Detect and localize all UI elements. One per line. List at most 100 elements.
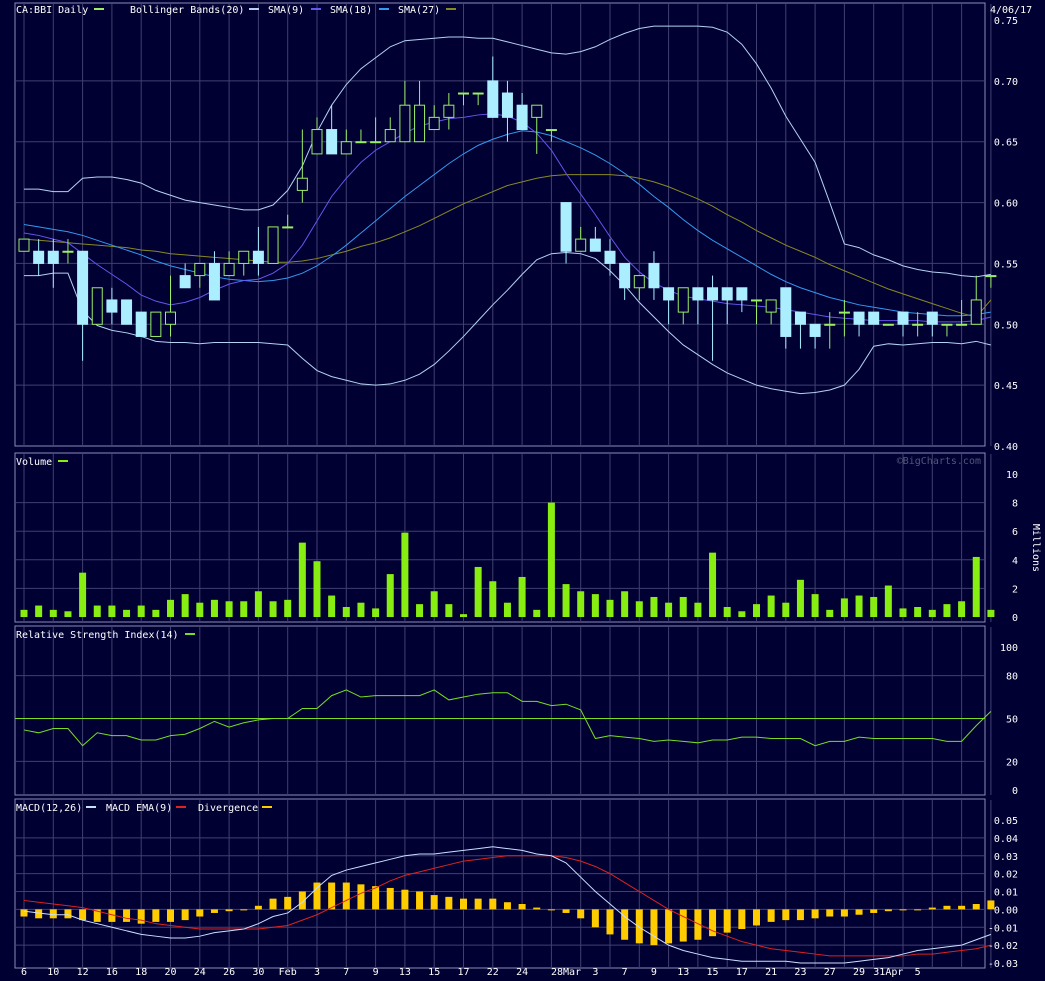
panel-frames (14, 2, 986, 969)
price-legend: CA:BBI Daily Bollinger Bands(20) SMA(9) … (16, 5, 1032, 16)
volume-bar (123, 609, 131, 617)
volume-bar (650, 596, 658, 617)
candle (560, 202, 572, 264)
price-axis-ticks: 0.40 0.45 0.50 0.55 0.60 0.65 0.70 0.75 (994, 16, 1018, 453)
candle (531, 104, 543, 154)
volume-bar (196, 602, 204, 617)
x-axis-label: 22 (487, 967, 499, 978)
volume-bar (386, 574, 394, 617)
candle (194, 262, 206, 288)
divergence-bar (958, 905, 966, 910)
candle (780, 287, 792, 349)
axis-tick-label: 8 (1012, 499, 1018, 510)
candle (121, 299, 133, 325)
sma27-legend: SMA(27) (398, 5, 440, 16)
x-axis-label: 15 (428, 967, 440, 978)
divergence-bar (401, 889, 409, 910)
divergence-bar (870, 909, 878, 913)
volume-bar (445, 604, 453, 617)
panel-frame (14, 798, 986, 969)
divergence-bar (562, 909, 570, 913)
divergence-bar (474, 898, 482, 910)
candle (575, 226, 587, 252)
volume-bar (811, 594, 819, 617)
candle (33, 239, 45, 276)
x-axis-label: 13 (677, 967, 689, 978)
candle (62, 239, 74, 264)
x-axis-label: 12 (77, 967, 89, 978)
candle (912, 312, 924, 337)
candle (926, 311, 938, 337)
candle (179, 263, 191, 289)
candle (868, 311, 880, 325)
divergence-bar (298, 891, 306, 910)
price-panel: 0.40 0.45 0.50 0.55 0.60 0.65 0.70 0.75 (18, 16, 1018, 453)
candle (604, 239, 616, 276)
candle (443, 93, 455, 130)
volume-bar (430, 591, 438, 617)
volume-bar (621, 591, 629, 617)
volume-legend: Volume (16, 457, 52, 468)
x-axis-label: 17 (457, 967, 469, 978)
macd-panel: MACD(12,26) MACD EMA(9) Divergence 0.050… (15, 803, 1018, 970)
volume-bar (899, 608, 907, 617)
axis-tick-label: 50 (1006, 715, 1018, 726)
volume-bar (225, 601, 233, 617)
volume-bar (35, 605, 43, 617)
bollinger-upper-line (24, 25, 991, 278)
axis-tick-label: 0 (1012, 786, 1018, 797)
volume-bar (928, 609, 936, 617)
divergence-bar (416, 891, 424, 910)
axis-tick-label: 0.50 (994, 320, 1018, 331)
x-axis-label: 27 (824, 967, 836, 978)
divergence-bar (533, 907, 541, 910)
candle (794, 311, 806, 349)
volume-bar (269, 601, 277, 617)
divergence-bar (943, 905, 951, 910)
panel-frame (14, 452, 986, 623)
x-axis-label: 31Apr (873, 967, 903, 978)
axis-tick-label: 0.70 (994, 77, 1018, 88)
sma9-legend: SMA(9) (268, 5, 304, 16)
candle (516, 93, 528, 131)
candle (77, 250, 89, 361)
candle (355, 129, 367, 144)
divergence-bar (679, 909, 687, 942)
volume-bar (884, 585, 892, 617)
x-axis-label: 16 (106, 967, 118, 978)
volume-bar (987, 609, 995, 617)
axis-tick-label: 6 (1012, 527, 1018, 538)
axis-tick-label: -0.01 (988, 923, 1018, 934)
x-axis-labels: 6 10 12 16 18 20 24 26 30 Feb 3 7 9 13 15 17 22 24 28Mar 3 7… (21, 967, 921, 978)
x-axis-label: 29 (853, 967, 865, 978)
macd-legend: MACD(12,26) (16, 803, 82, 814)
candle (414, 80, 426, 143)
volume-bar (943, 604, 951, 617)
divergence-bar (93, 909, 101, 922)
volume-bar (782, 602, 790, 617)
candle (853, 311, 865, 337)
divergence-bar (547, 909, 555, 911)
candle (765, 299, 777, 325)
divergence-bar (518, 904, 526, 910)
divergence-bar (342, 882, 350, 910)
divergence-bar (137, 909, 145, 924)
volume-bar (342, 606, 350, 617)
x-axis-label: 30 (252, 967, 264, 978)
volume-panel: Volume 0 2 4 6 8 10 Millions (16, 457, 1041, 624)
candle (252, 226, 264, 276)
axis-tick-label: 100 (1000, 643, 1018, 654)
x-axis-label: 7 (343, 967, 349, 978)
candle (692, 287, 704, 325)
divergence-bar (621, 909, 629, 940)
divergence-bar (665, 909, 673, 944)
candle (296, 129, 308, 203)
x-axis-label: 3 (592, 967, 598, 978)
panel-frame (14, 625, 986, 796)
axis-tick-label: 0.02 (994, 870, 1018, 881)
volume-bar (49, 609, 57, 617)
x-axis-label: 23 (794, 967, 806, 978)
volume-bar (210, 599, 218, 617)
x-axis-label: 13 (399, 967, 411, 978)
volume-bar (298, 542, 306, 617)
